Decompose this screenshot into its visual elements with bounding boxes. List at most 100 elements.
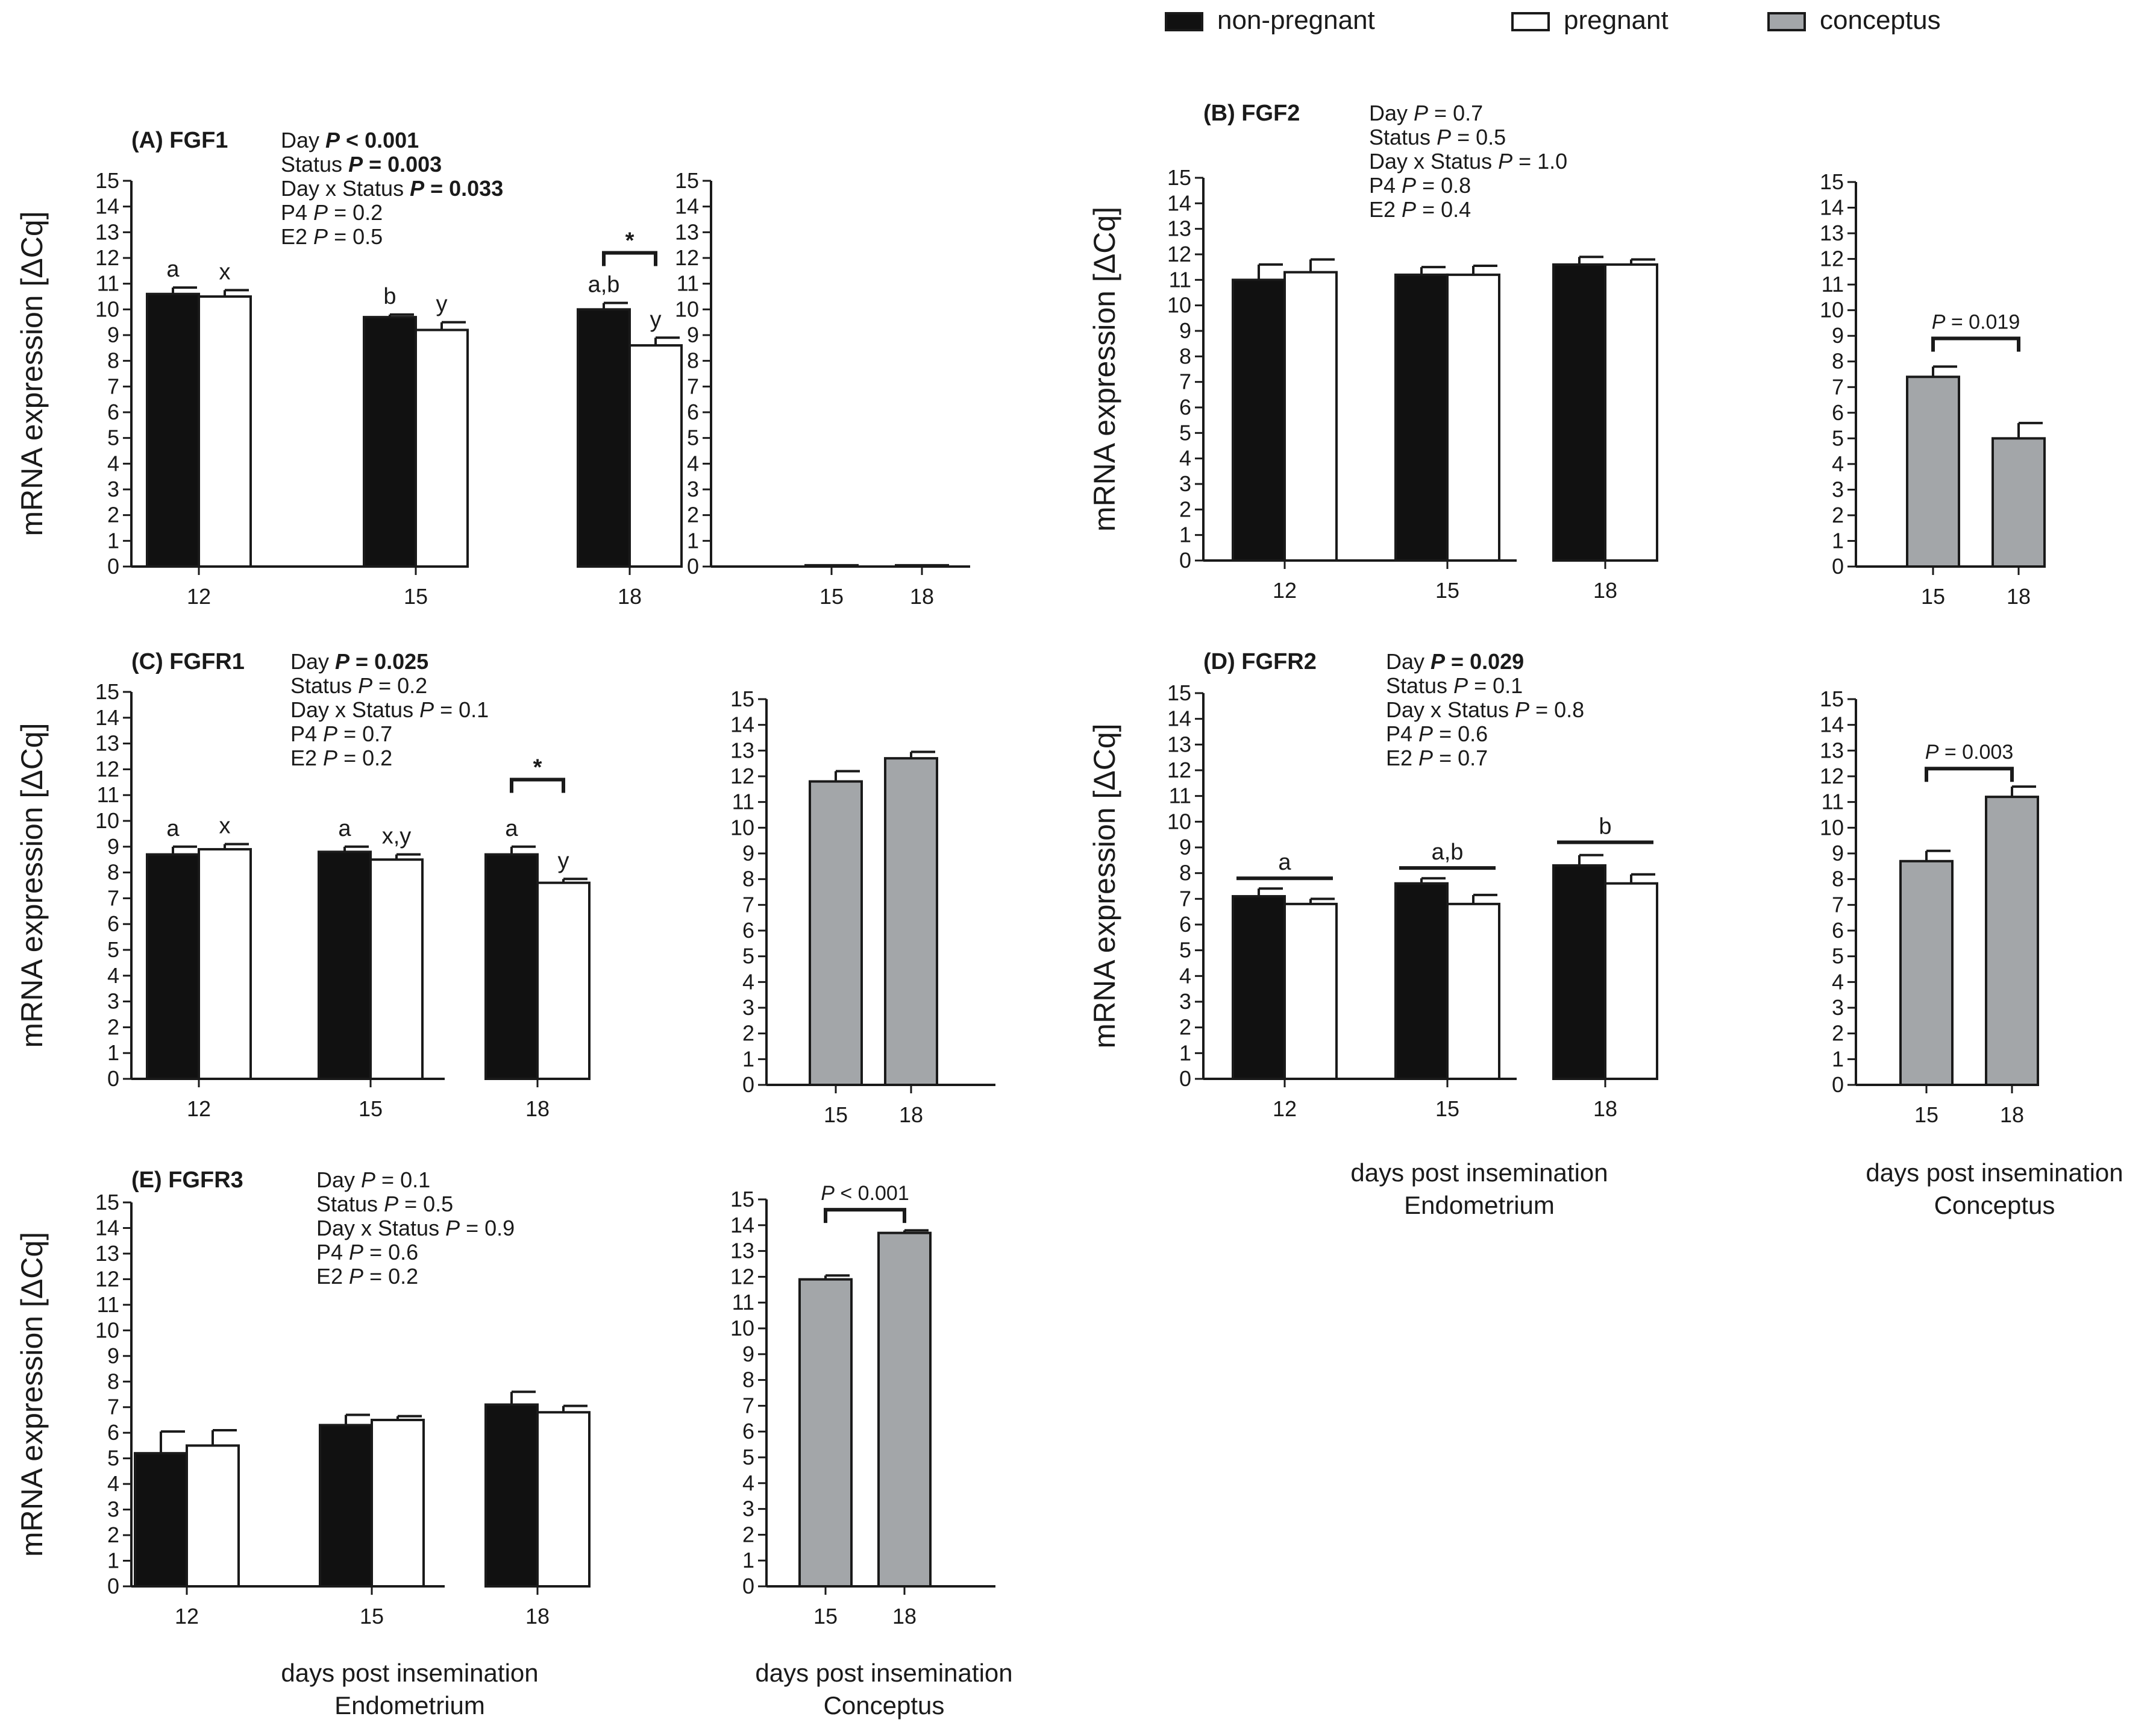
significance-star: * xyxy=(625,228,635,253)
stat-line: Status P = 0.5 xyxy=(1369,125,1506,149)
y-tick-label: 15 xyxy=(95,1190,119,1214)
y-tick-label: 3 xyxy=(742,1497,754,1521)
y-tick-label: 8 xyxy=(1179,344,1191,368)
stat-segment: = 0.7 xyxy=(1428,101,1483,125)
legend-swatch-conceptus xyxy=(1767,12,1806,31)
stat-segment: P xyxy=(313,200,328,225)
legend-label: conceptus xyxy=(1820,5,1941,35)
p-value: < 0.001 xyxy=(835,1182,909,1205)
y-tick-label: 10 xyxy=(730,1316,754,1340)
y-tick-label: 12 xyxy=(95,1266,119,1291)
stat-segment: P xyxy=(349,1264,363,1289)
p-italic: P xyxy=(821,1182,835,1205)
y-tick-label: 13 xyxy=(1167,732,1191,756)
stat-line: E2 P = 0.5 xyxy=(281,224,383,249)
y-tick-label: 4 xyxy=(1832,969,1844,994)
significance-bracket xyxy=(602,251,657,266)
x-title-line1: days post insemination xyxy=(281,1659,538,1687)
stat-segment: = 1.0 xyxy=(1512,149,1567,174)
stat-line: E2 P = 0.2 xyxy=(290,746,392,770)
x-tick-label: 18 xyxy=(618,584,642,609)
stat-segment: = 0.4 xyxy=(1416,197,1471,222)
y-tick-label: 7 xyxy=(1179,369,1191,394)
stat-line: Day P = 0.029 xyxy=(1386,649,1524,674)
y-tick-label: 0 xyxy=(107,554,119,579)
y-tick-label: 12 xyxy=(95,245,119,270)
y-tick-label: 8 xyxy=(1179,861,1191,885)
y-tick-label: 14 xyxy=(1820,712,1844,737)
y-tick-label: 2 xyxy=(1179,497,1191,521)
y-tick-label: 7 xyxy=(1832,892,1844,917)
stat-segment: Day x Status xyxy=(290,697,419,722)
y-tick-label: 6 xyxy=(687,400,699,424)
bar-pregnant-12 xyxy=(198,295,252,568)
p-bracket-label: P = 0.003 xyxy=(1925,741,2014,764)
x-title-line2: Conceptus xyxy=(824,1691,945,1720)
stat-segment: = 0.9 xyxy=(460,1216,515,1240)
stat-segment: P xyxy=(1453,673,1468,698)
bar-pregnant-18 xyxy=(536,1411,591,1588)
y-tick-label: 10 xyxy=(95,297,119,321)
y-tick-label: 1 xyxy=(742,1548,754,1572)
y-tick-label: 11 xyxy=(1822,272,1844,297)
p-bracket-label: P < 0.001 xyxy=(821,1182,909,1205)
significance-letter: y xyxy=(558,848,569,873)
bar-pregnant-12 xyxy=(198,848,252,1080)
x-title-line2: Endometrium xyxy=(1404,1191,1555,1219)
bar-conceptus-18 xyxy=(1985,796,2039,1086)
stat-line: Status P = 0.1 xyxy=(1386,673,1523,698)
y-tick-label: 10 xyxy=(1167,293,1191,318)
y-tick-label: 1 xyxy=(107,528,119,553)
stat-segment: P xyxy=(358,673,372,698)
y-tick-label: 3 xyxy=(1179,471,1191,496)
stat-segment: < 0.001 xyxy=(340,128,419,152)
y-tick-label: 12 xyxy=(675,245,699,270)
stat-segment: = 0.003 xyxy=(363,152,442,177)
stat-line: Day x Status P = 1.0 xyxy=(1369,149,1567,174)
bar-non-pregnant-15 xyxy=(363,316,417,568)
y-tick-label: 9 xyxy=(107,834,119,859)
stat-segment: P xyxy=(445,1216,460,1240)
y-tick-label: 4 xyxy=(687,451,699,476)
stat-segment: P xyxy=(1515,697,1529,722)
stat-segment: P xyxy=(1418,721,1433,746)
stat-line: E2 P = 0.2 xyxy=(316,1264,418,1289)
y-tick-label: 2 xyxy=(107,503,119,527)
stat-segment: = 0.2 xyxy=(363,1264,418,1289)
y-tick-label: 1 xyxy=(1179,523,1191,547)
p-bracket-label: P = 0.019 xyxy=(1932,310,2020,333)
y-tick-label: 9 xyxy=(1832,841,1844,865)
group-letter: a xyxy=(1278,850,1291,875)
y-tick-label: 11 xyxy=(97,1292,119,1317)
x-tick-label: 15 xyxy=(819,584,844,609)
y-tick-label: 2 xyxy=(107,1014,119,1039)
y-tick-label: 2 xyxy=(742,1522,754,1547)
significance-bracket xyxy=(510,777,565,793)
stat-segment: P4 xyxy=(1386,721,1418,746)
y-tick-label: 2 xyxy=(1179,1015,1191,1040)
stat-segment: E2 xyxy=(290,746,323,770)
x-title-line1: days post insemination xyxy=(1866,1158,2123,1187)
y-tick-label: 15 xyxy=(1167,680,1191,705)
stat-segment: = 0.8 xyxy=(1529,697,1584,722)
y-tick-label: 13 xyxy=(1820,221,1844,245)
y-tick-label: 11 xyxy=(732,790,754,814)
stat-segment: Day x Status xyxy=(316,1216,445,1240)
x-tick-label: 12 xyxy=(1273,1096,1297,1121)
y-tick-label: 12 xyxy=(1167,758,1191,782)
y-tick-label: 0 xyxy=(107,1066,119,1091)
stat-segment: Status xyxy=(1386,673,1453,698)
stat-segment: = 0.5 xyxy=(398,1192,453,1216)
significance-star: * xyxy=(533,755,542,781)
legend-label: pregnant xyxy=(1564,5,1669,35)
stat-segment: P xyxy=(384,1192,398,1216)
y-tick-label: 1 xyxy=(1832,1046,1844,1071)
x-tick-label: 15 xyxy=(360,1604,384,1629)
stat-segment: Day xyxy=(1386,649,1431,674)
y-tick-label: 10 xyxy=(675,297,699,321)
y-tick-label: 7 xyxy=(107,885,119,910)
